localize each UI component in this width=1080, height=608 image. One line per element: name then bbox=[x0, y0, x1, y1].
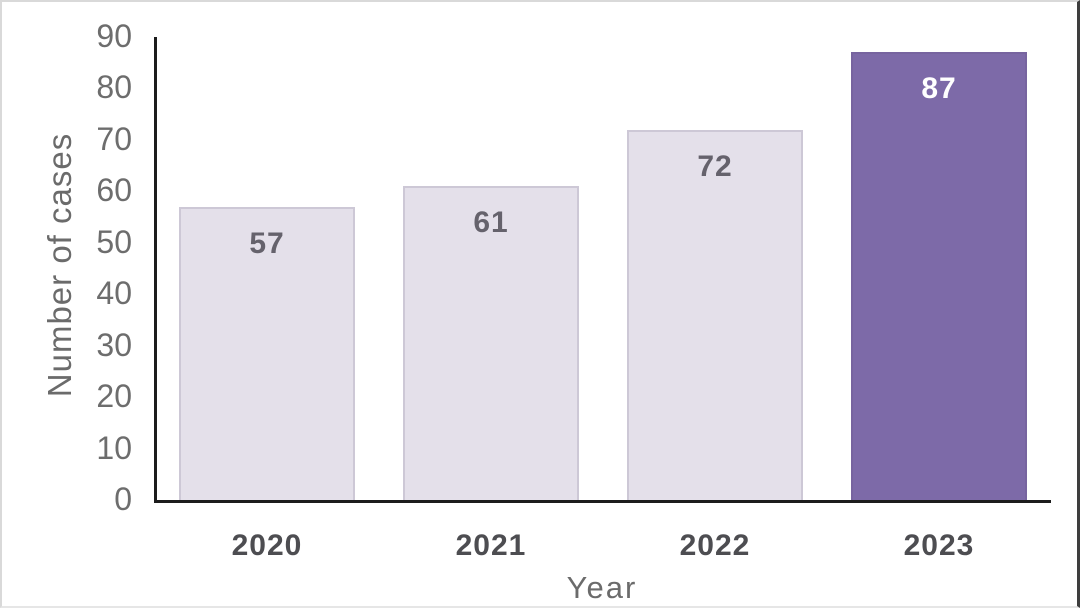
x-tick-label-2021: 2021 bbox=[455, 529, 527, 562]
bar-2020 bbox=[179, 206, 355, 500]
x-tick-label-2023: 2023 bbox=[903, 529, 975, 562]
x-axis-line bbox=[154, 500, 1051, 503]
y-tick-label: 80 bbox=[96, 69, 132, 106]
bar-2022 bbox=[627, 129, 803, 500]
y-tick-label: 50 bbox=[96, 223, 132, 260]
y-tick-label: 20 bbox=[96, 377, 132, 414]
bar-value-label: 57 bbox=[249, 226, 285, 260]
y-tick-label: 0 bbox=[114, 480, 132, 517]
bar-value-label: 61 bbox=[473, 206, 509, 240]
y-tick-label: 40 bbox=[96, 274, 132, 311]
y-tick-label: 90 bbox=[96, 17, 132, 54]
bar-2023 bbox=[851, 52, 1027, 500]
y-axis-line bbox=[154, 37, 157, 503]
x-tick-label-2020: 2020 bbox=[231, 529, 303, 562]
bar-2021 bbox=[403, 186, 579, 500]
x-tick-label-2022: 2022 bbox=[679, 529, 751, 562]
y-tick-label: 60 bbox=[96, 172, 132, 209]
bar-value-label: 72 bbox=[697, 149, 733, 183]
y-tick-label: 10 bbox=[96, 429, 132, 466]
bar-value-label: 87 bbox=[921, 72, 957, 106]
y-tick-label: 30 bbox=[96, 326, 132, 363]
x-axis-title: Year bbox=[566, 570, 638, 605]
y-tick-label: 70 bbox=[96, 120, 132, 157]
